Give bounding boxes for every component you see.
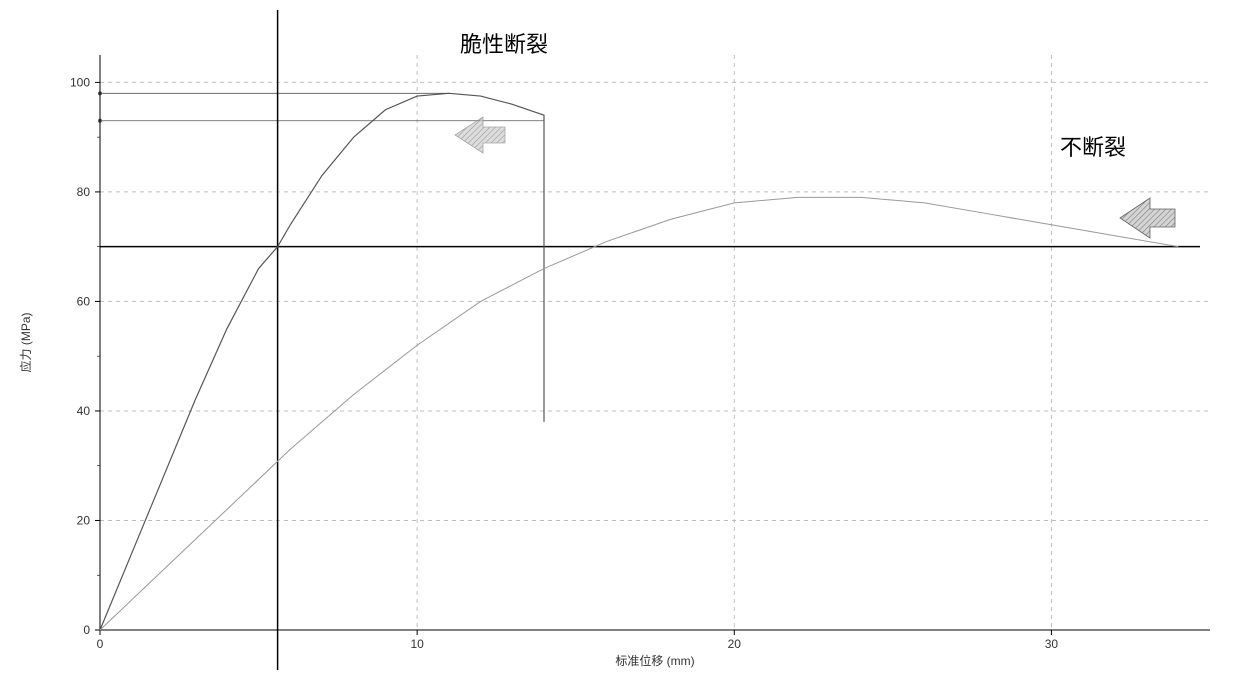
y-tick-label: 80 — [77, 185, 91, 199]
x-tick-label: 30 — [1045, 637, 1059, 651]
y-axis-title: 应力 (MPa) — [18, 312, 33, 372]
annotation-brittle-fracture: 脆性断裂 — [460, 27, 548, 59]
x-axis-title: 标准位移 (mm) — [615, 653, 694, 668]
stress-displacement-chart: 0 20 40 60 80 100 0 10 20 30 应力 (MPa) 标准位移 (mm) — [0, 0, 1240, 689]
annotation-no-break: 不断裂 — [1060, 130, 1126, 162]
chart-container: 0 20 40 60 80 100 0 10 20 30 应力 (MPa) 标准位移 (mm) 脆性断… — [0, 0, 1240, 689]
y-tick-label: 20 — [77, 513, 91, 527]
x-tick-label: 0 — [97, 637, 104, 651]
y-tick-label: 0 — [83, 623, 90, 637]
y-tick-label: 40 — [77, 404, 91, 418]
chart-background — [0, 0, 1240, 689]
x-tick-label: 10 — [410, 637, 424, 651]
y-tick-label: 60 — [77, 294, 91, 308]
x-tick-label: 20 — [728, 637, 742, 651]
y-tick-label: 100 — [70, 75, 90, 89]
